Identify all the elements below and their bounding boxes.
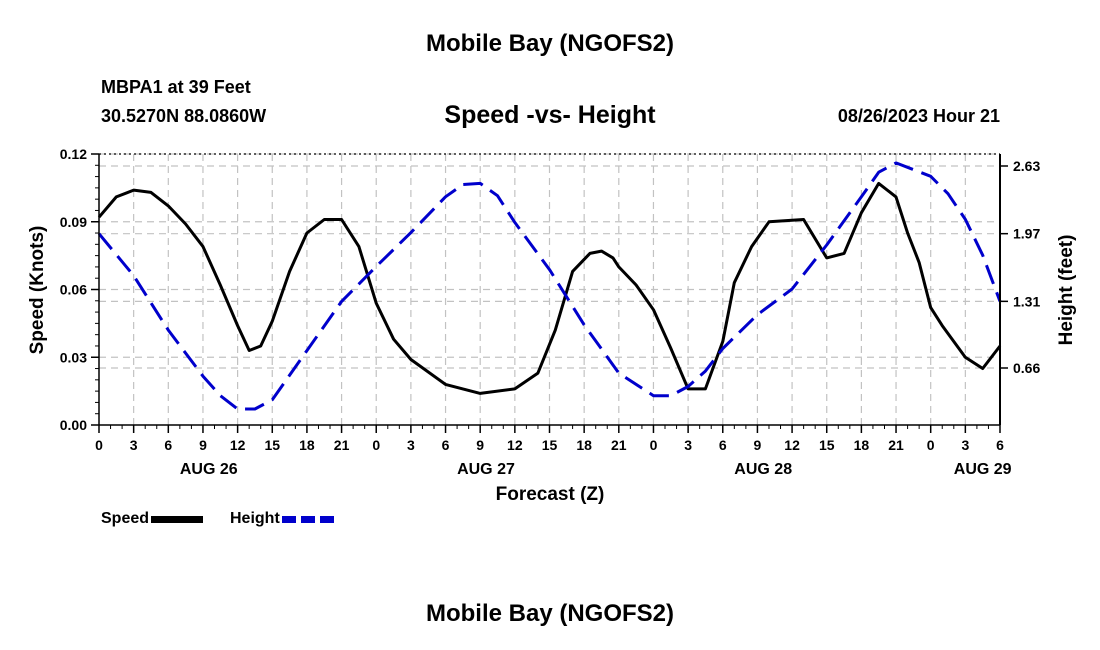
x-tick-label: 9	[199, 437, 207, 453]
right-tick-label: 1.97	[1013, 226, 1040, 242]
x-tick-label: 6	[719, 437, 727, 453]
x-tick-label: 18	[576, 437, 592, 453]
x-tick-label: 0	[372, 437, 380, 453]
x-tick-label: 12	[230, 437, 246, 453]
x-tick-label: 15	[819, 437, 835, 453]
axes: 0.00 0.03 0.06 0.09 0.12 0.66 1.31 1.97 2.63 0 3 6 9…	[60, 146, 1041, 478]
legend-speed: Speed	[101, 510, 204, 528]
date-label: AUG 29	[954, 461, 1012, 478]
forecast-run-time: 08/26/2023 Hour 21	[837, 106, 1000, 126]
chart-title: Mobile Bay (NGOFS2)	[425, 30, 675, 57]
chart-subtitle: Speed -vs- Height	[444, 101, 656, 129]
x-axis-label: Forecast (Z)	[496, 484, 605, 505]
x-tick-label: 6	[996, 437, 1004, 453]
date-label: AUG 28	[734, 461, 792, 478]
date-label: AUG 26	[180, 461, 238, 478]
x-tick-label: 12	[507, 437, 523, 453]
series-layer	[97, 161, 1002, 411]
date-label: AUG 27	[457, 461, 515, 478]
x-tick-label: 3	[961, 437, 969, 453]
legend-speed-swatch	[151, 515, 204, 523]
x-tick-label: 9	[754, 437, 762, 453]
right-tick-label: 0.66	[1013, 360, 1040, 376]
x-tick-label: 21	[888, 437, 904, 453]
right-y-axis-label: Height (feet)	[1056, 235, 1077, 346]
x-tick-label: 18	[299, 437, 315, 453]
x-tick-label: 0	[95, 437, 103, 453]
series-line-height	[97, 161, 1002, 411]
x-tick-label: 18	[854, 437, 870, 453]
grid	[99, 153, 1000, 425]
left-tick-label: 0.00	[60, 417, 87, 433]
left-tick-label: 0.03	[60, 349, 87, 365]
x-tick-label: 6	[164, 437, 172, 453]
x-tick-label: 15	[542, 437, 558, 453]
x-tick-label: 9	[476, 437, 484, 453]
x-tick-label: 6	[442, 437, 450, 453]
x-tick-label: 12	[784, 437, 800, 453]
footer-title: Mobile Bay (NGOFS2)	[425, 600, 675, 627]
station-coordinates: 30.5270N 88.0860W	[101, 106, 267, 126]
x-tick-label: 15	[264, 437, 280, 453]
x-tick-label: 21	[611, 437, 627, 453]
left-tick-label: 0.06	[60, 282, 87, 298]
right-tick-label: 2.63	[1013, 158, 1040, 174]
legend-speed-label: Speed	[101, 510, 150, 527]
x-tick-label: 0	[650, 437, 658, 453]
left-tick-label: 0.12	[60, 146, 87, 162]
legend-height-swatch	[281, 515, 334, 523]
left-y-axis-label: Speed (Knots)	[27, 226, 48, 355]
left-tick-label: 0.09	[60, 214, 87, 230]
series-line-speed	[97, 181, 1002, 395]
station-name: MBPA1 at 39 Feet	[101, 77, 251, 97]
x-tick-label: 0	[927, 437, 935, 453]
x-tick-label: 21	[334, 437, 350, 453]
legend-height-label: Height	[230, 510, 280, 527]
x-tick-label: 3	[684, 437, 692, 453]
x-tick-label: 3	[130, 437, 138, 453]
right-tick-label: 1.31	[1013, 293, 1040, 309]
x-tick-label: 3	[407, 437, 415, 453]
legend-height: Height	[230, 510, 334, 528]
